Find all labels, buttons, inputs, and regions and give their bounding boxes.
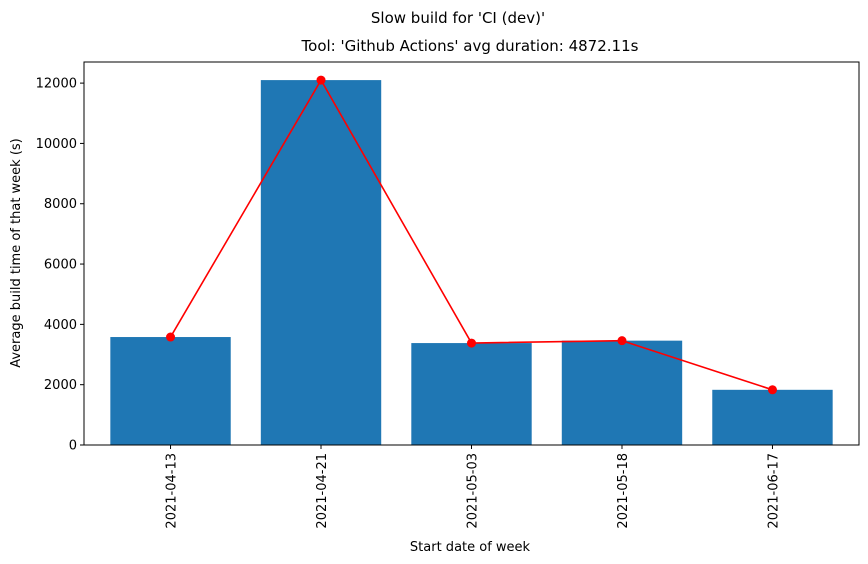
bar-3	[561, 340, 683, 445]
chart-title: Tool: 'Github Actions' avg duration: 487…	[301, 37, 639, 55]
line-point-0	[166, 332, 176, 342]
x-tick-label-2: 2021-05-03	[466, 453, 481, 529]
y-tick-label-5: 10000	[36, 137, 77, 152]
y-tick-label-1: 2000	[44, 378, 77, 393]
plot-frame	[83, 61, 860, 446]
line-point-4	[767, 385, 777, 395]
x-axis-label: Start date of week	[410, 540, 531, 555]
line-point-1	[316, 75, 326, 85]
bar-0	[110, 337, 231, 445]
x-tick-label-4: 2021-06-17	[766, 453, 781, 529]
y-tick-label-3: 6000	[44, 258, 77, 273]
line-point-2	[467, 338, 476, 348]
y-tick-label-6: 12000	[36, 77, 77, 92]
plot-area: 0 2000 4000 6000 8000 10000 12000 2021-04-13 202…	[36, 75, 833, 529]
bar-2	[411, 343, 532, 445]
line-point-3	[617, 336, 627, 346]
y-axis-label: Average build time of that week (s)	[9, 138, 24, 368]
x-tick-label-0: 2021-04-13	[165, 453, 180, 529]
chart-suptitle: Slow build for 'CI (dev)'	[371, 9, 545, 27]
y-tick-label-2: 4000	[44, 318, 77, 333]
bar-4	[712, 389, 833, 445]
y-tick-label-4: 8000	[44, 197, 77, 212]
bar-1	[260, 80, 382, 446]
y-tick-label-0: 0	[69, 439, 77, 454]
x-tick-label-3: 2021-05-18	[616, 453, 631, 529]
x-tick-label-1: 2021-04-21	[315, 453, 330, 529]
